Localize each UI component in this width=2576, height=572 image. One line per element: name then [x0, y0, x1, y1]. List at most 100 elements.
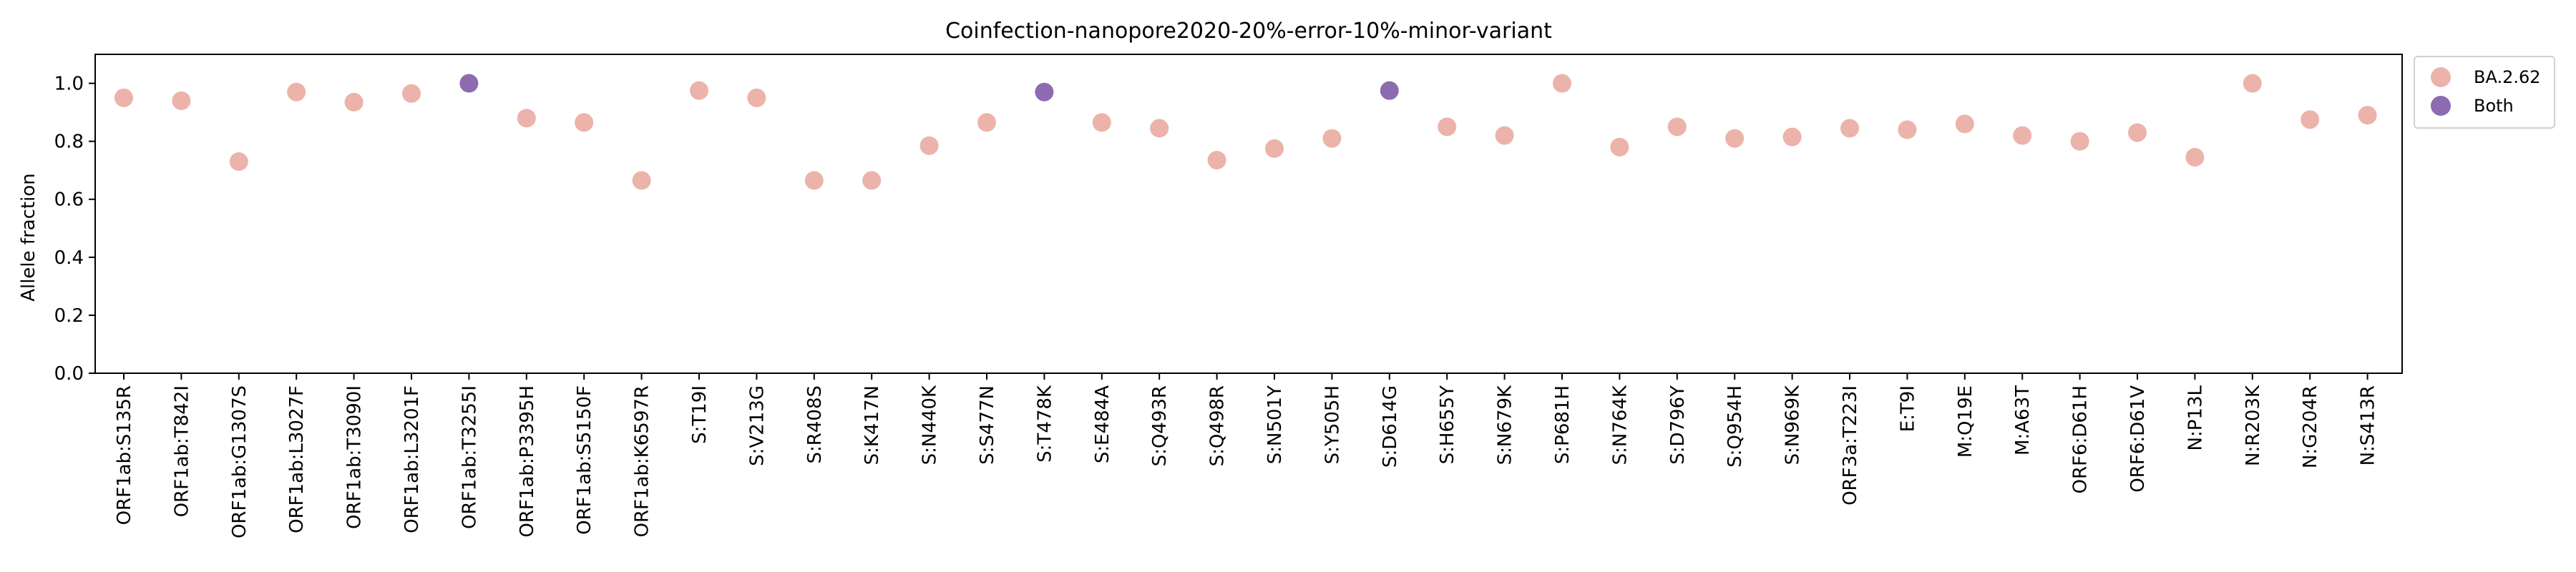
x-tick-label: ORF6:D61V — [2127, 385, 2149, 493]
x-tick-label: S:P681H — [1552, 385, 1574, 464]
data-points — [114, 74, 2377, 190]
data-point — [804, 171, 824, 190]
x-tick-label: S:V213G — [746, 385, 768, 466]
x-tick-label: N:R203K — [2243, 385, 2264, 466]
y-tick-label: 1.0 — [54, 74, 84, 95]
data-point — [1553, 74, 1571, 93]
data-point — [287, 82, 306, 102]
data-point — [1092, 113, 1111, 132]
x-tick-label: ORF6:D61H — [2070, 385, 2092, 493]
x-tick-label: S:N764K — [1609, 385, 1631, 465]
x-tick-label: S:N501Y — [1264, 385, 1286, 464]
legend-label-both: Both — [2474, 96, 2514, 116]
x-tick-label: ORF1ab:S5150F — [574, 385, 595, 535]
x-tick-label: ORF1ab:L3027F — [286, 385, 308, 533]
data-point — [2358, 106, 2377, 125]
data-point — [1380, 81, 1399, 100]
x-tick-label: ORF3a:T223I — [1840, 385, 1861, 506]
x-tick-label: M:A63T — [2012, 385, 2034, 455]
chart-title: Coinfection-nanopore2020-20%-error-10%-m… — [945, 19, 1552, 44]
x-tick-label: N:P13L — [2185, 385, 2206, 450]
legend-item-ba262: BA.2.62 — [2431, 64, 2541, 90]
x-tick-label: ORF1ab:T3090I — [344, 385, 366, 529]
data-point — [2128, 123, 2147, 142]
data-point — [1725, 129, 1745, 148]
x-axis-ticks: ORF1ab:S135R ORF1ab:T842I ORF1ab:G1307S ORF… — [114, 373, 2379, 538]
data-point — [1610, 137, 1629, 157]
x-tick-label: S:T478K — [1034, 385, 1055, 463]
x-tick-label: S:N440K — [919, 385, 941, 465]
data-point — [1782, 127, 1802, 147]
data-point — [747, 88, 766, 107]
legend-label-ba262: BA.2.62 — [2474, 67, 2541, 87]
x-tick-label: M:Q19E — [1955, 385, 1976, 458]
data-point — [1150, 119, 1169, 138]
data-point — [1438, 117, 1457, 137]
legend-marker-ba262 — [2431, 67, 2451, 87]
data-point — [1322, 129, 1342, 148]
data-point — [517, 109, 536, 128]
data-point — [2301, 110, 2320, 129]
data-point — [172, 91, 191, 110]
data-point — [575, 113, 594, 132]
x-tick-label: S:S477N — [977, 385, 998, 465]
data-point — [2070, 132, 2089, 151]
data-point — [1035, 82, 1054, 102]
legend: BA.2.62 Both — [2414, 56, 2555, 129]
y-tick-label: 0.2 — [54, 305, 84, 327]
data-point — [1840, 119, 1859, 138]
data-point — [632, 171, 651, 190]
data-point — [344, 92, 364, 112]
y-tick-label: 0.6 — [54, 189, 84, 211]
x-tick-label: ORF1ab:P3395H — [517, 385, 538, 538]
data-point — [862, 171, 882, 190]
x-tick-label: S:K417N — [862, 385, 883, 465]
x-tick-label: S:D796Y — [1667, 385, 1689, 465]
y-axis-label: Allele fraction — [18, 173, 39, 302]
x-tick-label: S:Q954H — [1724, 385, 1746, 468]
x-tick-label: ORF1ab:T3255I — [459, 385, 480, 529]
data-point — [977, 113, 996, 132]
data-point — [114, 88, 133, 107]
data-point — [690, 81, 708, 100]
data-point — [1265, 139, 1284, 158]
x-tick-label: S:N969K — [1782, 385, 1804, 465]
x-tick-label: N:G204R — [2300, 385, 2321, 468]
x-tick-label: E:T9I — [1897, 385, 1918, 432]
data-point — [459, 74, 479, 93]
data-point — [2243, 74, 2262, 93]
data-point — [1898, 120, 1917, 139]
y-tick-label: 0.4 — [54, 247, 84, 269]
data-point — [1667, 117, 1687, 137]
data-point — [1955, 114, 1974, 134]
x-tick-label: S:R408S — [804, 385, 826, 463]
x-tick-label: S:Y505H — [1322, 385, 1343, 464]
x-tick-label: S:Q498R — [1207, 385, 1229, 466]
y-axis-ticks: 0.0 0.2 0.4 0.6 0.8 1.0 — [54, 74, 95, 385]
legend-marker-both — [2431, 96, 2451, 116]
x-tick-label: ORF1ab:L3201F — [401, 385, 423, 533]
y-tick-label: 0.0 — [54, 363, 84, 385]
y-tick-label: 0.8 — [54, 132, 84, 153]
x-tick-label: N:S413R — [2358, 385, 2379, 465]
x-tick-label: S:N679K — [1495, 385, 1516, 465]
x-tick-label: S:Q493R — [1149, 385, 1171, 466]
x-tick-label: ORF1ab:G1307S — [229, 385, 250, 538]
x-tick-label: ORF1ab:S135R — [114, 385, 135, 525]
data-point — [1207, 150, 1226, 169]
plot-frame — [94, 54, 2403, 374]
data-point — [1495, 126, 1514, 145]
x-tick-label: ORF1ab:K6597R — [632, 385, 653, 538]
data-point — [229, 152, 248, 172]
legend-item-both: Both — [2431, 93, 2514, 119]
x-tick-label: S:T19I — [689, 385, 711, 444]
x-tick-label: ORF1ab:T842I — [171, 385, 192, 517]
data-point — [402, 84, 421, 103]
data-point — [919, 136, 939, 155]
data-point — [2013, 126, 2032, 145]
x-tick-label: S:D614G — [1380, 385, 1401, 468]
x-tick-label: S:H655Y — [1437, 385, 1458, 464]
data-point — [2185, 147, 2205, 167]
x-tick-label: S:E484A — [1092, 385, 1113, 463]
